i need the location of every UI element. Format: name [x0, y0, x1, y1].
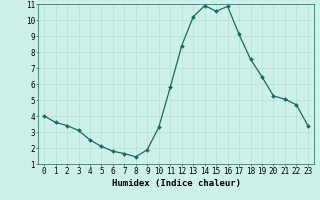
X-axis label: Humidex (Indice chaleur): Humidex (Indice chaleur): [111, 179, 241, 188]
